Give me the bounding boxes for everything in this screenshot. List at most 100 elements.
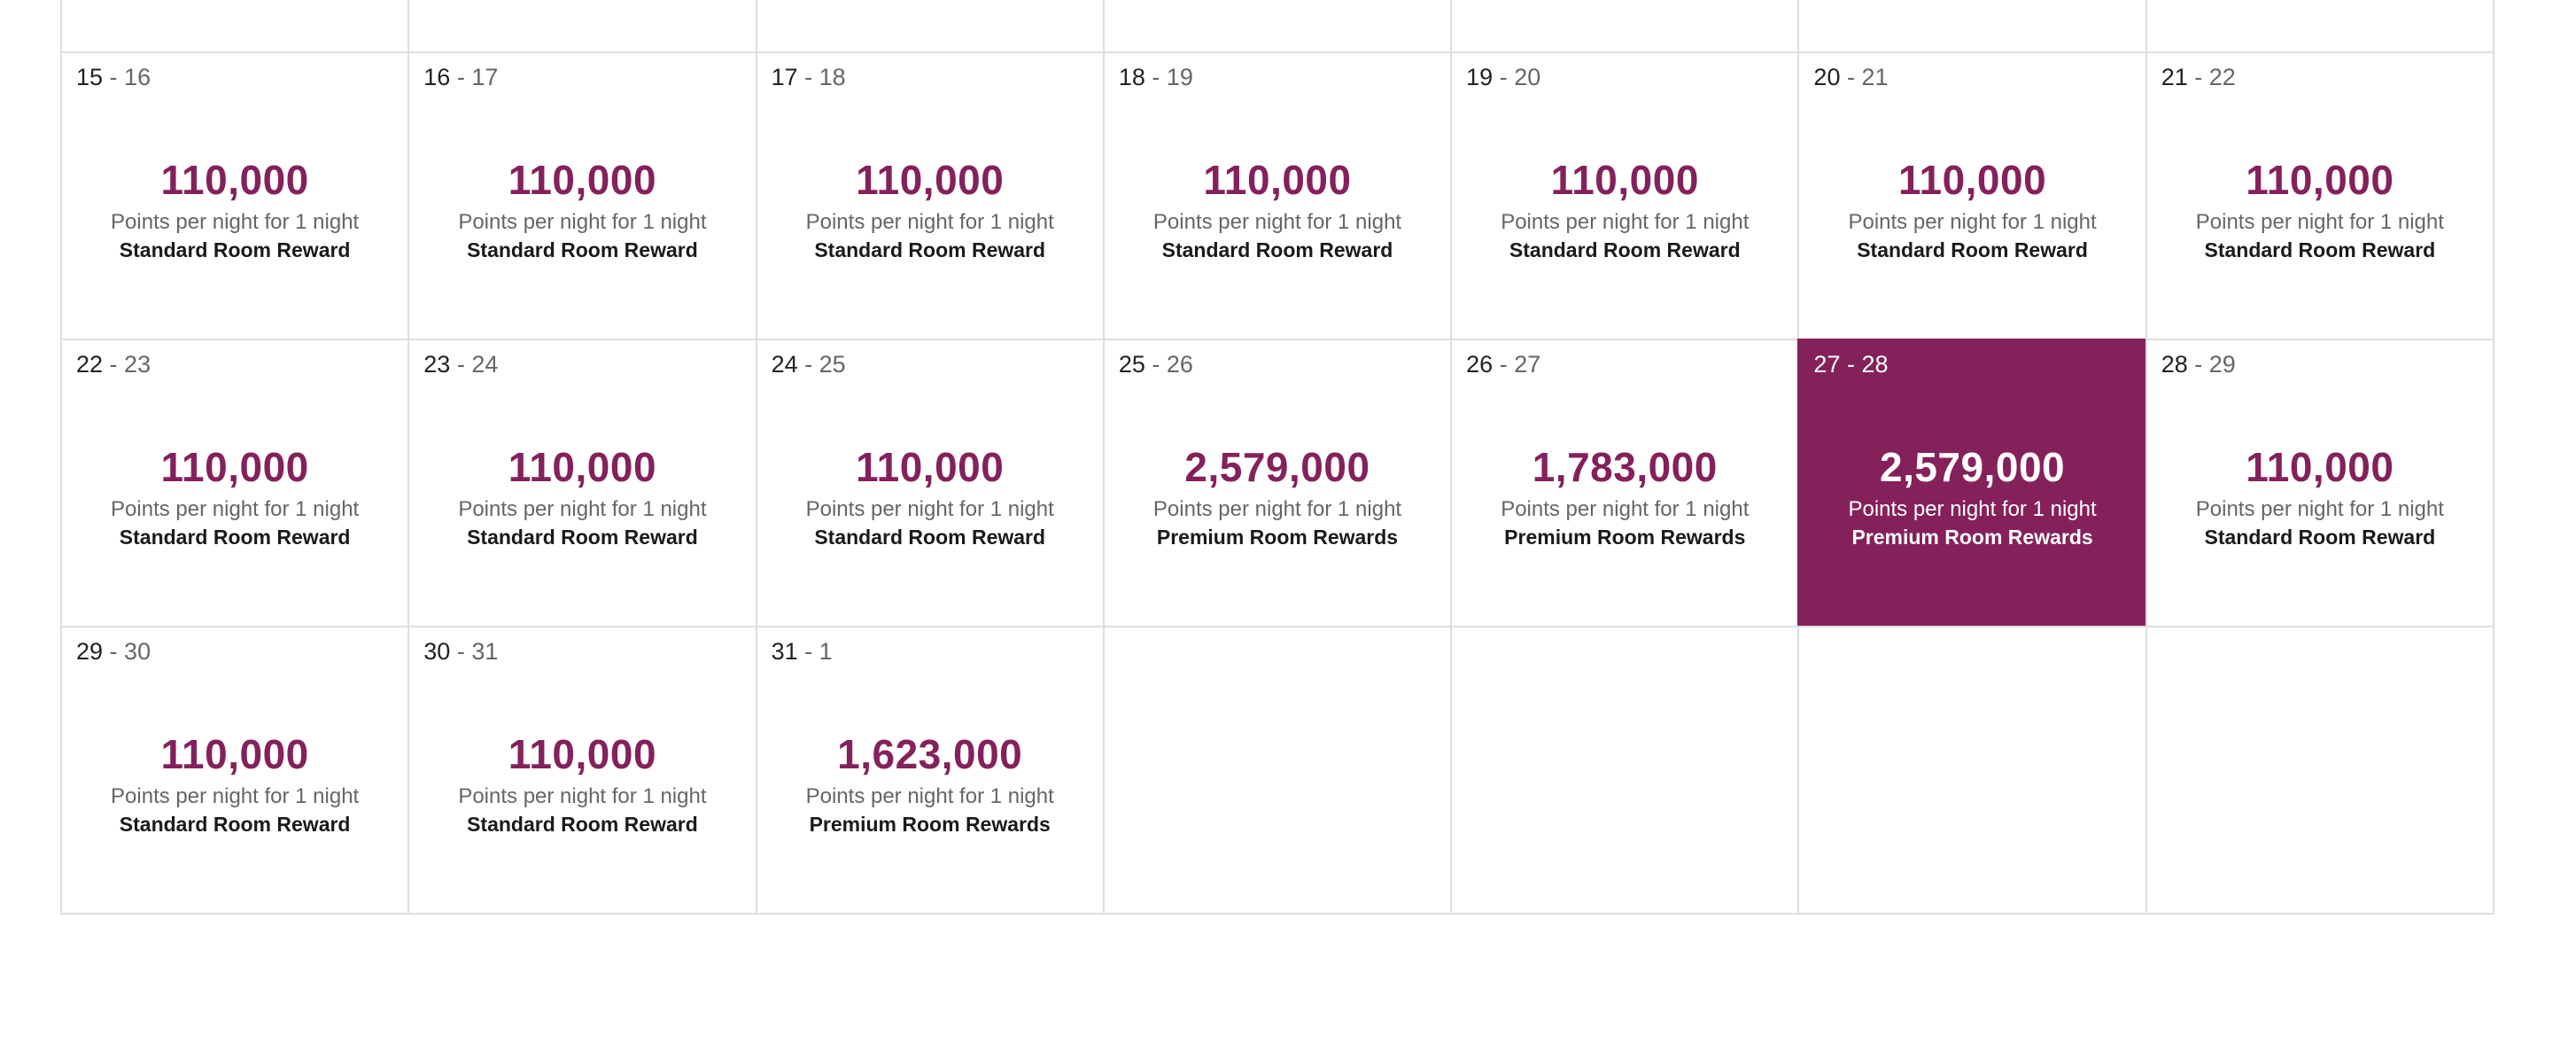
calendar-cell-previous-week bbox=[1102, 0, 1450, 51]
date-separator: - bbox=[103, 351, 125, 378]
calendar-day-cell-selected[interactable]: 27 - 28 2,579,000 Points per night for 1 n… bbox=[1797, 339, 2145, 626]
reward-info: 110,000 Points per night for 1 night Stand… bbox=[409, 160, 755, 262]
check-out-day: 25 bbox=[819, 351, 846, 378]
points-value: 110,000 bbox=[1897, 157, 2047, 203]
date-range: 26 - 27 bbox=[1466, 351, 1540, 378]
reward-info: 110,000 Points per night for 1 night Stand… bbox=[2147, 447, 2493, 549]
date-separator: - bbox=[1493, 64, 1515, 90]
check-in-day: 15 bbox=[76, 64, 104, 90]
check-in-day: 18 bbox=[1118, 64, 1145, 90]
points-value: 110,000 bbox=[508, 731, 657, 777]
calendar-day-cell[interactable]: 31 - 1 1,623,000 Points per night for 1 ni… bbox=[755, 626, 1103, 913]
date-range: 20 - 21 bbox=[1813, 64, 1888, 91]
date-range: 19 - 20 bbox=[1466, 64, 1540, 91]
check-in-day: 23 bbox=[423, 351, 451, 378]
check-in-day: 31 bbox=[771, 638, 798, 665]
calendar-day-cell[interactable]: 18 - 19 110,000 Points per night for 1 nig… bbox=[1102, 51, 1451, 339]
points-value: 110,000 bbox=[2246, 444, 2394, 490]
check-out-day: 17 bbox=[471, 64, 499, 90]
check-in-day: 20 bbox=[1813, 64, 1841, 90]
check-in-day: 29 bbox=[76, 638, 104, 665]
calendar-day-cell[interactable]: 21 - 22 110,000 Points per night for 1 nig… bbox=[2145, 51, 2493, 339]
points-per-night-label: Points per night for 1 night bbox=[2195, 210, 2444, 234]
date-range: 23 - 24 bbox=[423, 351, 498, 378]
date-separator: - bbox=[103, 638, 125, 665]
calendar-day-cell[interactable]: 16 - 17 110,000 Points per night for 1 nig… bbox=[407, 51, 756, 339]
date-range: 15 - 16 bbox=[76, 64, 151, 91]
points-value: 1,623,000 bbox=[837, 731, 1023, 777]
calendar-day-cell[interactable]: 24 - 25 110,000 Points per night for 1 nig… bbox=[755, 339, 1103, 626]
calendar-cell-empty bbox=[1450, 626, 1798, 913]
room-reward-type: Standard Room Reward bbox=[1857, 238, 2088, 261]
room-reward-type: Standard Room Reward bbox=[119, 525, 351, 549]
calendar-day-cell[interactable]: 28 - 29 110,000 Points per night for 1 nig… bbox=[2145, 339, 2493, 626]
reward-info: 2,579,000 Points per night for 1 night Pre… bbox=[1105, 447, 1450, 549]
points-value: 110,000 bbox=[160, 731, 309, 777]
date-separator: - bbox=[797, 64, 819, 90]
date-separator: - bbox=[1840, 64, 1862, 90]
reward-info: 110,000 Points per night for 1 night Stand… bbox=[757, 447, 1103, 549]
points-per-night-label: Points per night for 1 night bbox=[111, 497, 360, 521]
calendar-cell-previous-week bbox=[60, 0, 407, 51]
room-reward-type: Premium Room Rewards bbox=[809, 812, 1051, 836]
calendar-day-cell[interactable]: 17 - 18 110,000 Points per night for 1 nig… bbox=[755, 51, 1103, 339]
room-reward-type: Standard Room Reward bbox=[119, 812, 351, 836]
room-reward-type: Premium Room Rewards bbox=[1504, 525, 1746, 549]
check-out-day: 18 bbox=[819, 64, 846, 90]
check-out-day: 30 bbox=[124, 638, 151, 665]
points-value: 110,000 bbox=[1203, 157, 1352, 203]
date-range: 30 - 31 bbox=[423, 638, 498, 666]
points-value: 110,000 bbox=[508, 444, 657, 490]
date-range: 22 - 23 bbox=[76, 351, 151, 378]
calendar-day-cell[interactable]: 20 - 21 110,000 Points per night for 1 nig… bbox=[1797, 51, 2145, 339]
check-in-day: 19 bbox=[1466, 64, 1494, 90]
calendar-day-cell[interactable]: 22 - 23 110,000 Points per night for 1 nig… bbox=[60, 339, 408, 626]
calendar-cell-empty bbox=[1102, 626, 1451, 913]
date-range: 29 - 30 bbox=[76, 638, 151, 666]
room-reward-type: Standard Room Reward bbox=[467, 525, 698, 549]
check-out-day: 31 bbox=[471, 638, 499, 665]
room-reward-type: Standard Room Reward bbox=[1509, 238, 1741, 261]
calendar-day-cell[interactable]: 30 - 31 110,000 Points per night for 1 nig… bbox=[407, 626, 756, 913]
date-range: 16 - 17 bbox=[423, 64, 498, 91]
calendar-cell-previous-week bbox=[1797, 0, 2145, 51]
reward-info: 110,000 Points per night for 1 night Stand… bbox=[1452, 160, 1797, 262]
calendar-day-cell[interactable]: 25 - 26 2,579,000 Points per night for 1 n… bbox=[1102, 339, 1451, 626]
reward-info: 110,000 Points per night for 1 night Stand… bbox=[757, 160, 1103, 262]
points-per-night-label: Points per night for 1 night bbox=[111, 210, 360, 234]
room-reward-type: Premium Room Rewards bbox=[1156, 525, 1399, 549]
check-out-day: 26 bbox=[1166, 351, 1193, 378]
room-reward-type: Standard Room Reward bbox=[814, 238, 1046, 261]
points-per-night-label: Points per night for 1 night bbox=[1848, 497, 2097, 521]
points-per-night-label: Points per night for 1 night bbox=[1848, 210, 2097, 234]
check-out-day: 1 bbox=[819, 638, 833, 665]
points-per-night-label: Points per night for 1 night bbox=[458, 210, 707, 234]
rewards-calendar: 15 - 16 110,000 Points per night for 1 nig… bbox=[60, 0, 2495, 915]
points-value: 110,000 bbox=[160, 157, 309, 203]
date-separator: - bbox=[450, 351, 472, 378]
check-out-day: 16 bbox=[124, 64, 151, 90]
date-separator: - bbox=[1840, 351, 1862, 378]
check-out-day: 20 bbox=[1514, 64, 1541, 90]
points-per-night-label: Points per night for 1 night bbox=[1152, 210, 1402, 234]
check-out-day: 19 bbox=[1166, 64, 1193, 90]
room-reward-type: Standard Room Reward bbox=[467, 238, 698, 261]
date-separator: - bbox=[2187, 64, 2209, 90]
points-per-night-label: Points per night for 1 night bbox=[458, 784, 707, 808]
points-value: 110,000 bbox=[856, 444, 1005, 490]
check-out-day: 29 bbox=[2208, 351, 2236, 378]
date-range: 18 - 19 bbox=[1119, 64, 1193, 91]
reward-info: 110,000 Points per night for 1 night Stand… bbox=[62, 734, 407, 837]
points-value: 110,000 bbox=[2246, 157, 2394, 203]
calendar-day-cell[interactable]: 15 - 16 110,000 Points per night for 1 nig… bbox=[60, 51, 408, 339]
calendar-day-cell[interactable]: 23 - 24 110,000 Points per night for 1 nig… bbox=[407, 339, 756, 626]
points-value: 1,783,000 bbox=[1532, 444, 1718, 490]
calendar-day-cell[interactable]: 29 - 30 110,000 Points per night for 1 nig… bbox=[60, 626, 408, 913]
date-separator: - bbox=[1144, 351, 1167, 378]
reward-info: 1,783,000 Points per night for 1 night Pre… bbox=[1452, 447, 1797, 549]
date-separator: - bbox=[103, 64, 125, 90]
points-value: 110,000 bbox=[508, 157, 657, 203]
calendar-day-cell[interactable]: 19 - 20 110,000 Points per night for 1 nig… bbox=[1450, 51, 1798, 339]
calendar-day-cell[interactable]: 26 - 27 1,783,000 Points per night for 1 n… bbox=[1450, 339, 1798, 626]
date-range: 25 - 26 bbox=[1119, 351, 1193, 378]
